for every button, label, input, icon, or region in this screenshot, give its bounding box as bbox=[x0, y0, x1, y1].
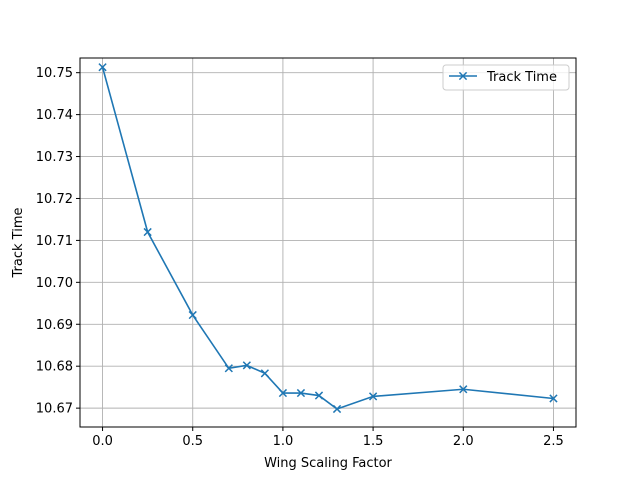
data-point-marker bbox=[224, 364, 233, 373]
y-tick-label: 10.75 bbox=[36, 66, 73, 81]
y-axis-label: Track Time bbox=[11, 208, 26, 279]
data-point-marker bbox=[459, 385, 468, 394]
x-tick-label: 2.0 bbox=[453, 434, 474, 449]
data-point-marker bbox=[314, 391, 324, 400]
data-point-marker bbox=[260, 369, 270, 378]
y-tick-label: 10.69 bbox=[36, 318, 73, 333]
x-tick-label: 1.5 bbox=[363, 434, 384, 449]
y-tick-label: 10.72 bbox=[36, 192, 73, 207]
y-tick-label: 10.74 bbox=[36, 108, 73, 123]
plot-frame bbox=[79, 57, 577, 428]
axis-ticks: 0.0 0.5 1.0 1.5 2.0 2.5 10.67 10.68 10.69 10.70 10… bbox=[36, 66, 564, 449]
legend-box bbox=[442, 64, 570, 91]
data-point-marker bbox=[188, 310, 197, 320]
legend: Track Time bbox=[442, 64, 570, 91]
legend-marker-x-icon bbox=[458, 71, 468, 81]
data-point-marker bbox=[143, 227, 152, 237]
series-line bbox=[101, 67, 554, 410]
grid bbox=[80, 58, 576, 427]
x-tick-label: 0.0 bbox=[92, 434, 113, 449]
y-tick-label: 10.67 bbox=[36, 402, 73, 417]
y-tick-label: 10.68 bbox=[36, 360, 73, 375]
data-point-marker bbox=[549, 394, 558, 403]
data-point-marker bbox=[368, 392, 378, 401]
data-point-marker bbox=[98, 63, 107, 72]
data-point-marker bbox=[278, 388, 288, 398]
y-tick-label: 10.70 bbox=[36, 276, 73, 291]
y-tick-label: 10.73 bbox=[36, 150, 73, 165]
x-tick-label: 1.0 bbox=[273, 434, 294, 449]
series-plot bbox=[98, 63, 558, 414]
data-point-marker bbox=[242, 361, 251, 370]
x-tick-label: 0.5 bbox=[182, 434, 203, 449]
y-tick-label: 10.71 bbox=[36, 234, 73, 249]
axis-labels: Wing Scaling Factor Track Time bbox=[11, 208, 393, 471]
legend-label: Track Time bbox=[486, 70, 557, 85]
x-axis-label: Wing Scaling Factor bbox=[264, 456, 392, 471]
data-point-marker bbox=[332, 404, 342, 414]
x-tick-label: 2.5 bbox=[543, 434, 564, 449]
data-point-marker bbox=[296, 388, 306, 398]
